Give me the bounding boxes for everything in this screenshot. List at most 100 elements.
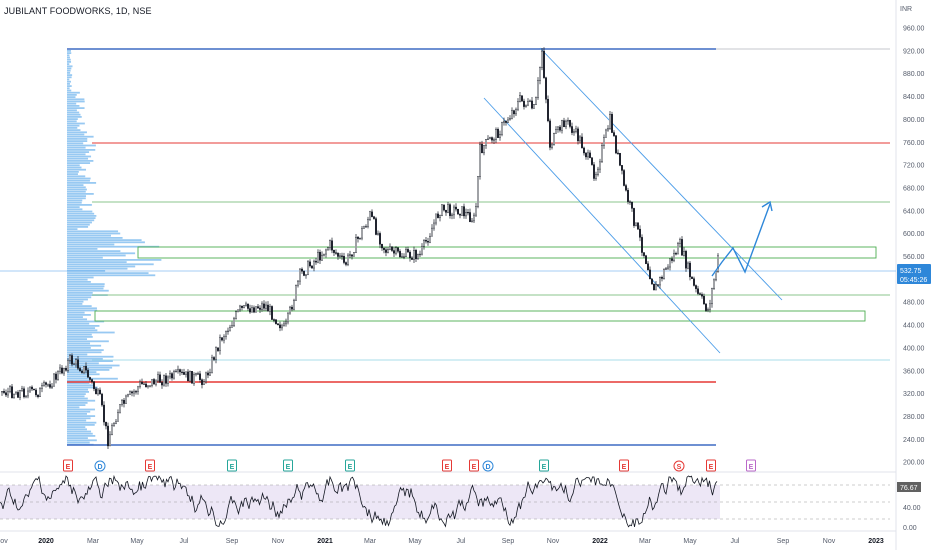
price-tick-label: 560.00 bbox=[903, 254, 925, 261]
earnings-event-marker[interactable]: E bbox=[345, 459, 355, 472]
volume-profile-bar bbox=[67, 118, 78, 120]
time-tick-label: May bbox=[408, 538, 422, 545]
volume-profile-bar bbox=[67, 360, 113, 362]
volume-profile-bar bbox=[67, 177, 91, 180]
volume-profile-bar bbox=[67, 303, 83, 305]
volume-profile-bar bbox=[67, 296, 92, 299]
demand-zone-box[interactable] bbox=[94, 310, 866, 322]
earnings-event-marker[interactable]: E bbox=[619, 459, 629, 472]
volume-profile-bar bbox=[67, 208, 83, 211]
volume-profile-bar bbox=[67, 272, 149, 274]
volume-profile-bar bbox=[67, 404, 86, 406]
volume-profile-bar bbox=[67, 76, 72, 79]
volume-profile-bar bbox=[67, 146, 86, 149]
volume-profile-bar bbox=[67, 351, 102, 354]
earnings-event-marker[interactable]: E bbox=[227, 459, 237, 472]
volume-profile-bar bbox=[67, 120, 77, 123]
earnings-event-marker[interactable]: E bbox=[746, 459, 756, 472]
svg-text:E: E bbox=[230, 464, 235, 471]
volume-profile-bar bbox=[67, 294, 108, 296]
volume-profile-bar bbox=[67, 63, 70, 65]
price-axis[interactable]: 960.00 920.00 880.00 840.00 800.00 760.00 720.… bbox=[903, 26, 925, 467]
price-tick-label: 760.00 bbox=[903, 140, 925, 147]
volume-profile-bar bbox=[67, 78, 70, 81]
volume-profile-bar bbox=[67, 386, 98, 389]
volume-profile-bar bbox=[67, 100, 85, 103]
volume-profile-bar bbox=[67, 102, 77, 105]
volume-profile-bar bbox=[67, 69, 71, 72]
time-tick-label: Jul bbox=[180, 538, 189, 545]
volume-profile-bar bbox=[67, 201, 82, 204]
volume-profile-bar bbox=[67, 179, 90, 182]
volume-profile-bar bbox=[67, 162, 91, 164]
svg-text:E: E bbox=[348, 464, 353, 471]
earnings-event-marker[interactable]: E bbox=[469, 459, 479, 472]
earnings-event-marker[interactable]: E bbox=[539, 459, 549, 472]
volume-profile-bar bbox=[67, 281, 91, 283]
volume-profile-bar bbox=[67, 144, 96, 147]
volume-profile-bar bbox=[67, 138, 88, 140]
dividend-event-marker[interactable]: D bbox=[482, 460, 494, 472]
volume-profile-bar bbox=[67, 391, 90, 393]
time-axis[interactable]: ov 2020 Mar May Jul Sep Nov 2021 Mar May Jul Sep Nov… bbox=[0, 538, 884, 545]
volume-profile-bar bbox=[67, 72, 71, 74]
volume-profile-bar bbox=[67, 129, 81, 131]
time-tick-label: Mar bbox=[364, 538, 377, 545]
volume-profile-bar bbox=[67, 327, 96, 329]
volume-profile-bar bbox=[67, 175, 86, 178]
volume-profile-bar bbox=[67, 377, 118, 380]
supply-zone-box[interactable] bbox=[137, 246, 877, 259]
split-event-marker[interactable]: S bbox=[673, 460, 685, 472]
volume-profile-bar bbox=[67, 197, 86, 200]
volume-profile-bar bbox=[67, 318, 88, 321]
volume-profile-bar bbox=[67, 311, 85, 314]
volume-profile-bar bbox=[67, 133, 85, 136]
volume-profile-bar bbox=[67, 212, 95, 215]
volume-profile-bar bbox=[67, 113, 81, 116]
earnings-event-marker[interactable]: E bbox=[442, 459, 452, 472]
earnings-event-marker[interactable]: E bbox=[63, 459, 73, 472]
dividend-event-marker[interactable]: D bbox=[94, 460, 106, 472]
volume-profile-bar bbox=[67, 127, 78, 129]
time-tick-label: Mar bbox=[87, 538, 100, 545]
volume-profile-bar bbox=[67, 289, 109, 292]
volume-profile-bar bbox=[67, 166, 82, 169]
volume-profile-bar bbox=[67, 309, 98, 312]
projection-path[interactable] bbox=[711, 203, 771, 277]
volume-profile-bar bbox=[67, 267, 128, 270]
volume-profile-bar bbox=[67, 160, 94, 162]
volume-profile-bar bbox=[67, 300, 84, 303]
price-candles bbox=[1, 47, 719, 449]
volume-profile-bar bbox=[67, 307, 97, 310]
channel-lower-line[interactable] bbox=[483, 97, 721, 354]
volume-profile-bar bbox=[67, 215, 97, 217]
volume-profile-bar bbox=[67, 344, 102, 347]
volume-profile-bar bbox=[67, 399, 96, 402]
volume-profile-bar bbox=[67, 316, 83, 318]
volume-profile-bar bbox=[67, 142, 84, 145]
volume-profile-bar bbox=[67, 314, 91, 316]
volume-profile-bar bbox=[67, 157, 89, 160]
volume-profile-bar bbox=[67, 122, 85, 125]
volume-profile-bar bbox=[67, 256, 103, 259]
volume-profile-bar bbox=[67, 430, 92, 433]
volume-profile-bar bbox=[67, 259, 162, 261]
volume-profile-bar bbox=[67, 283, 105, 285]
volume-profile-bar bbox=[67, 265, 136, 268]
volume-profile-bar bbox=[67, 109, 77, 112]
svg-text:E: E bbox=[749, 464, 754, 471]
volume-profile-bar bbox=[67, 221, 92, 224]
volume-profile-bar bbox=[67, 384, 94, 387]
earnings-event-marker[interactable]: E bbox=[283, 459, 293, 472]
earnings-event-marker[interactable]: E bbox=[706, 459, 716, 472]
time-tick-label: Sep bbox=[777, 538, 790, 545]
time-tick-label: May bbox=[683, 538, 697, 545]
svg-text:D: D bbox=[97, 464, 102, 471]
earnings-event-marker[interactable]: E bbox=[145, 459, 155, 472]
volume-profile-bar bbox=[67, 331, 115, 334]
channel-upper-line[interactable] bbox=[539, 47, 783, 301]
volume-profile-bar bbox=[67, 406, 80, 409]
volume-profile-bar bbox=[67, 80, 71, 83]
